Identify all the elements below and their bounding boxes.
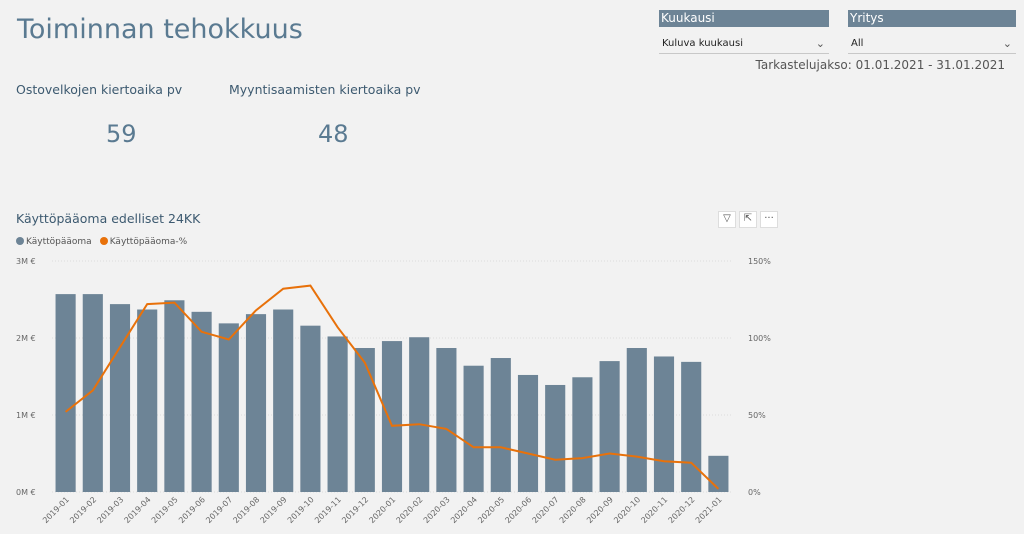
y-right-tick-label: 100% (748, 334, 771, 343)
chart-legend: Käyttöpääoma Käyttöpääoma-% (16, 237, 187, 247)
period-text: Tarkastelujakso: 01.01.2021 - 31.01.2021 (755, 58, 1005, 72)
bar (82, 294, 103, 492)
bar (409, 337, 430, 492)
bar (626, 348, 647, 492)
x-tick-label: 2020-08 (558, 495, 588, 525)
chevron-down-icon[interactable]: ⌄ (815, 37, 825, 50)
line-series (64, 284, 720, 490)
working-capital-chart: 0M €1M €2M €3M €0%50%100%150%2019-012019… (16, 257, 771, 525)
x-tick-label: 2020-02 (395, 495, 425, 525)
y-right-tick-label: 0% (748, 488, 761, 497)
y-right-tick-label: 150% (748, 257, 771, 266)
x-tick-label: 2019-03 (95, 495, 125, 525)
bar (137, 309, 158, 492)
x-tick-label: 2019-11 (313, 495, 343, 525)
x-tick-label: 2020-12 (667, 495, 697, 525)
x-tick-label: 2019-12 (340, 495, 370, 525)
x-tick-label: 2019-08 (231, 495, 261, 525)
more-options-icon[interactable]: ··· (760, 211, 778, 228)
bar (191, 311, 212, 492)
bar (245, 314, 267, 492)
bar (109, 304, 131, 492)
kpi-value-receivables: 48 (318, 120, 349, 148)
kpi-label-payables: Ostovelkojen kiertoaika pv (16, 82, 183, 97)
x-tick-label: 2020-03 (422, 495, 452, 525)
slicer-yritys-dropdown[interactable]: All ⌄ (848, 35, 1016, 54)
slicer-kuukausi-value: Kuluva kuukausi (662, 38, 743, 49)
x-tick-label: 2020-01 (367, 495, 397, 525)
bar (300, 325, 321, 492)
legend-dot-icon (16, 237, 24, 245)
legend-label: Käyttöpääoma-% (109, 237, 188, 247)
x-tick-label: 2019-04 (123, 495, 153, 525)
x-tick-label: 2020-07 (531, 495, 561, 525)
bar (599, 361, 620, 492)
bar (463, 365, 484, 492)
x-tick-label: 2020-11 (639, 495, 669, 525)
bar (218, 323, 239, 492)
x-tick-label: 2019-01 (41, 495, 71, 525)
x-tick-label: 2020-10 (612, 495, 642, 525)
legend-item-line[interactable]: Käyttöpääoma-% (99, 237, 188, 247)
legend-dot-icon (99, 237, 108, 245)
y-right-tick-label: 50% (748, 411, 766, 420)
slicer-kuukausi-dropdown[interactable]: Kuluva kuukausi ⌄ (659, 35, 829, 54)
slicer-yritys-header: Yritys (848, 10, 1016, 27)
bar (55, 294, 76, 492)
bar (681, 361, 702, 492)
x-tick-label: 2019-07 (204, 495, 234, 525)
slicer-yritys[interactable]: Yritys All ⌄ (848, 10, 1016, 54)
x-tick-label: 2019-02 (68, 495, 98, 525)
x-tick-label: 2020-06 (503, 495, 533, 525)
kpi-value-payables: 59 (106, 120, 137, 148)
x-tick-label: 2021-01 (694, 495, 724, 525)
y-left-tick-label: 0M € (16, 488, 36, 497)
legend-label: Käyttöpääoma (26, 237, 92, 247)
bar (572, 377, 593, 492)
x-tick-label: 2020-09 (585, 495, 615, 525)
bar (327, 336, 348, 492)
bar (164, 300, 185, 492)
bar (273, 309, 294, 492)
slicer-yritys-value: All (851, 38, 864, 49)
bar (517, 374, 539, 492)
chevron-down-icon[interactable]: ⌄ (1002, 37, 1012, 50)
bar (381, 341, 403, 492)
bar (708, 455, 729, 492)
x-tick-label: 2019-05 (150, 495, 180, 525)
kpi-label-receivables: Myyntisaamisten kiertoaika pv (229, 82, 421, 97)
slicer-kuukausi-header: Kuukausi (659, 10, 829, 27)
focus-mode-icon[interactable]: ⇱ (739, 211, 757, 228)
bar (653, 356, 675, 492)
chart-title: Käyttöpääoma edelliset 24KK (16, 211, 201, 226)
y-left-tick-label: 1M € (16, 411, 36, 420)
bar (545, 384, 566, 492)
slicer-kuukausi[interactable]: Kuukausi Kuluva kuukausi ⌄ (659, 10, 829, 54)
chart-toolbar: ▽ ⇱ ··· (718, 211, 778, 228)
x-tick-label: 2019-10 (286, 495, 316, 525)
page-title: Toiminnan tehokkuus (17, 14, 303, 45)
legend-item-bar[interactable]: Käyttöpääoma (16, 237, 92, 247)
bar (354, 348, 375, 492)
x-tick-label: 2020-05 (476, 495, 506, 525)
bar (490, 358, 511, 492)
x-tick-label: 2020-04 (449, 495, 479, 525)
x-tick-label: 2019-09 (259, 495, 289, 525)
y-left-tick-label: 3M € (16, 257, 36, 266)
filter-icon[interactable]: ▽ (718, 211, 736, 228)
x-tick-label: 2019-06 (177, 495, 207, 525)
bar (436, 348, 457, 492)
y-left-tick-label: 2M € (16, 334, 36, 343)
